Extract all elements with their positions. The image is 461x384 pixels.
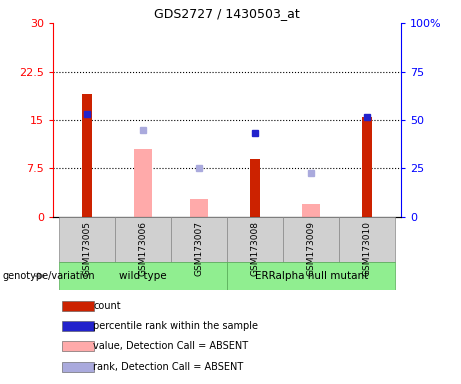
Bar — [59, 217, 115, 262]
Text: ERRalpha null mutant: ERRalpha null mutant — [254, 271, 368, 281]
Bar — [62, 362, 94, 372]
Title: GDS2727 / 1430503_at: GDS2727 / 1430503_at — [154, 7, 300, 20]
Text: count: count — [93, 301, 121, 311]
Bar — [250, 159, 260, 217]
Bar — [283, 217, 339, 262]
Text: value, Detection Call = ABSENT: value, Detection Call = ABSENT — [93, 341, 248, 351]
Text: genotype/variation: genotype/variation — [2, 271, 95, 281]
Bar — [227, 262, 396, 290]
Bar — [62, 301, 94, 311]
Bar — [82, 94, 92, 217]
Text: rank, Detection Call = ABSENT: rank, Detection Call = ABSENT — [93, 362, 243, 372]
Bar — [339, 217, 396, 262]
Text: GSM173006: GSM173006 — [138, 220, 148, 276]
Text: GSM173009: GSM173009 — [307, 220, 316, 276]
Text: GSM173005: GSM173005 — [82, 220, 91, 276]
Bar — [134, 149, 152, 217]
Bar — [62, 341, 94, 351]
Text: GSM173008: GSM173008 — [251, 220, 260, 276]
Bar — [362, 117, 372, 217]
Bar — [190, 199, 208, 217]
Bar — [62, 321, 94, 331]
Bar — [59, 262, 227, 290]
Bar — [302, 204, 320, 217]
Text: wild type: wild type — [119, 271, 166, 281]
Bar — [171, 217, 227, 262]
Bar — [227, 217, 283, 262]
Bar — [115, 217, 171, 262]
Text: percentile rank within the sample: percentile rank within the sample — [93, 321, 258, 331]
Text: GSM173007: GSM173007 — [195, 220, 203, 276]
Text: GSM173010: GSM173010 — [363, 220, 372, 276]
